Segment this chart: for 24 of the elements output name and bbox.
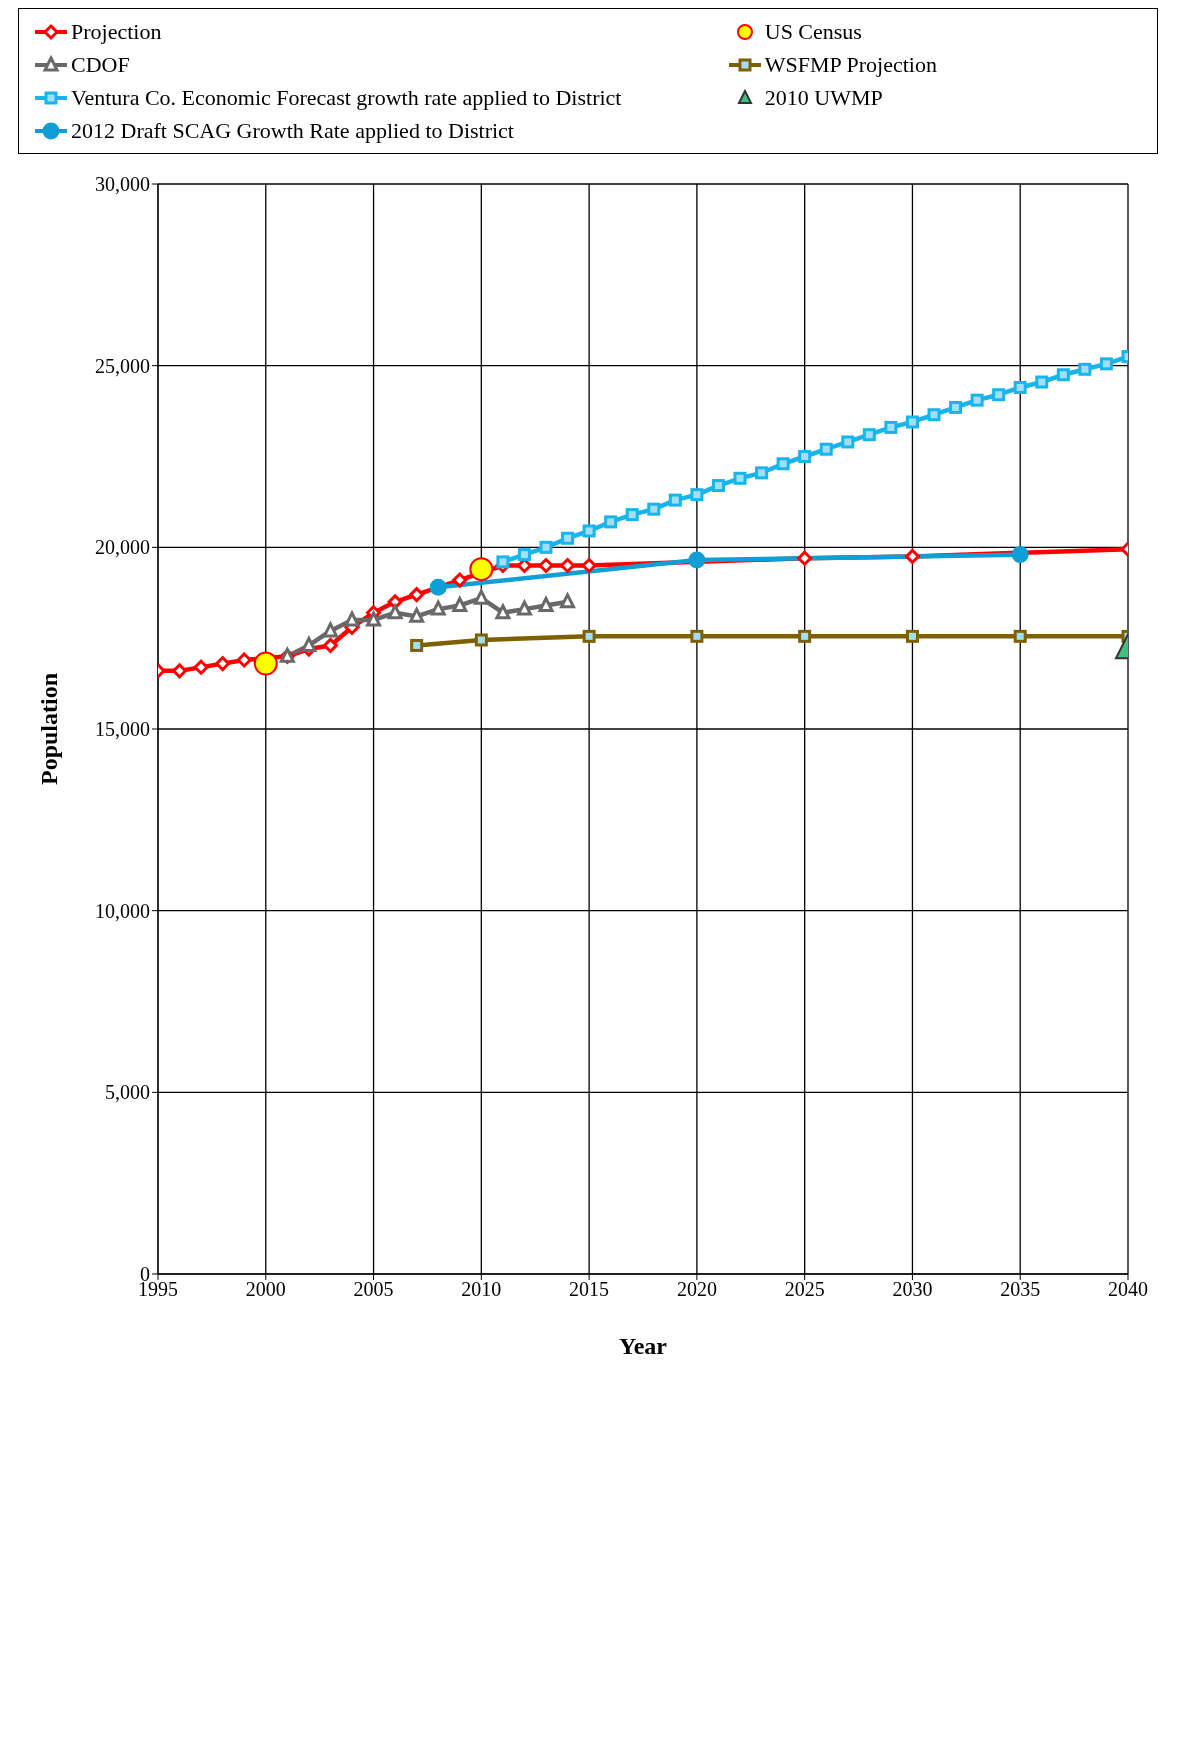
x-tick-label: 2000	[245, 1278, 286, 1301]
x-tick-label: 2015	[569, 1278, 610, 1301]
x-tick-label: 2035	[1000, 1278, 1041, 1301]
legend-label: WSFMP Projection	[764, 51, 937, 78]
y-tick-label: 25,000	[95, 354, 150, 377]
y-tick-label: 5,000	[105, 1081, 150, 1104]
legend-label: CDOF	[71, 51, 130, 78]
legend-label: Ventura Co. Economic Forecast growth rate applied to District	[71, 84, 622, 111]
y-tick-label: 20,000	[95, 536, 150, 559]
y-axis-title: Population	[35, 672, 62, 786]
x-tick-label: 2030	[892, 1278, 933, 1301]
y-tick-label: 30,000	[95, 173, 150, 196]
x-tick-label: 2005	[353, 1278, 394, 1301]
x-axis-title: Year	[619, 1333, 668, 1359]
y-tick-label: 10,000	[95, 899, 150, 922]
legend-label: Projection	[71, 18, 162, 45]
x-tick-label: 2025	[784, 1278, 825, 1301]
y-tick-label: 15,000	[95, 718, 150, 741]
legend-label: US Census	[764, 18, 862, 45]
x-tick-label: 2010	[461, 1278, 502, 1301]
legend-label: 2012 Draft SCAG Growth Rate applied to District	[71, 117, 514, 144]
x-tick-label: 2040	[1108, 1278, 1148, 1301]
x-tick-label: 2020	[676, 1278, 717, 1301]
legend-label: 2010 UWMP	[764, 84, 883, 111]
